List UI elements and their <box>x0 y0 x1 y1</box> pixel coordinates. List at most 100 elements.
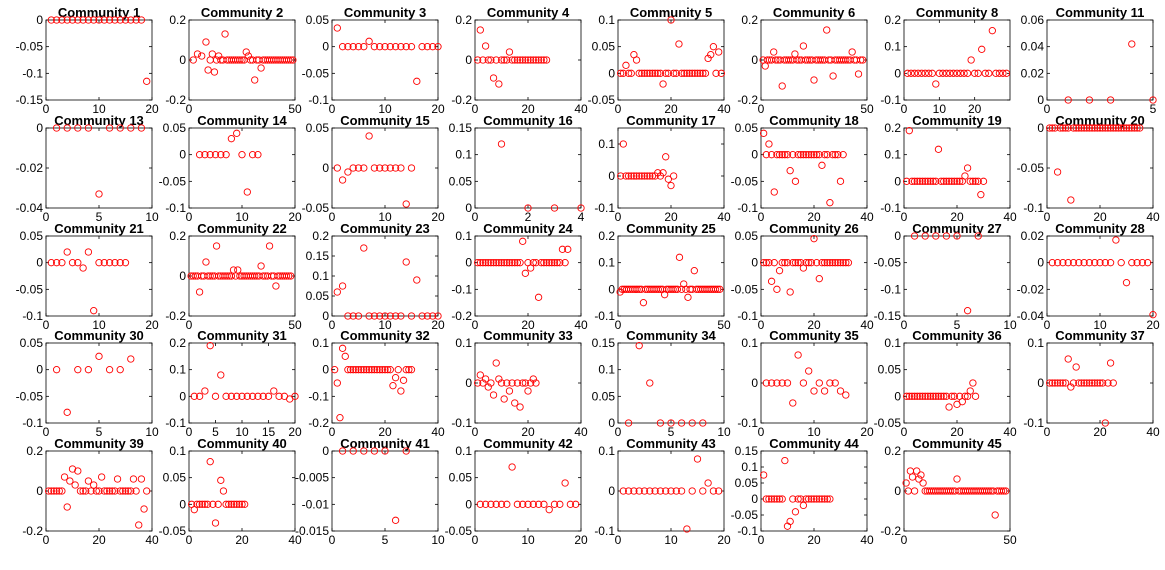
data-point <box>767 277 776 285</box>
data-point <box>831 259 839 267</box>
data-point <box>1109 379 1117 387</box>
data-point <box>391 374 400 382</box>
data-point <box>632 172 641 180</box>
data-point <box>794 495 802 503</box>
data-point <box>74 467 82 475</box>
data-point <box>529 375 537 383</box>
data-point <box>206 342 214 350</box>
x-tick-label: 20 <box>431 102 445 116</box>
data-point <box>391 516 400 524</box>
data-point <box>1064 96 1072 104</box>
x-tick-label: 50 <box>1003 533 1017 547</box>
x-tick-label: 0 <box>901 425 908 439</box>
data-point <box>974 177 982 185</box>
y-tick-label: 0.1 <box>884 40 901 54</box>
y-tick-label: 0.04 <box>1021 40 1045 54</box>
data-point <box>903 69 912 77</box>
y-tick-label: -0.05 <box>16 40 44 54</box>
data-point <box>402 447 410 455</box>
plot-frame <box>45 235 153 317</box>
data-point <box>479 56 487 64</box>
data-point <box>1048 379 1056 387</box>
data-point <box>550 500 559 508</box>
data-point <box>550 259 559 267</box>
data-point <box>111 259 119 267</box>
y-tick-label: 0 <box>608 416 615 430</box>
y-tick-label: -0.1 <box>22 416 43 430</box>
data-point <box>487 500 495 508</box>
data-point <box>52 366 61 374</box>
data-point <box>1099 379 1107 387</box>
subplot: Community 80 10 200.20.10-0.1 <box>880 5 1011 116</box>
x-tick-label: 20 <box>807 318 821 332</box>
x-tick-label: 40 <box>574 318 588 332</box>
data-point <box>82 487 90 495</box>
x-tick-label: 40 <box>1146 425 1160 439</box>
y-tick-label: -0.1 <box>1023 201 1044 215</box>
data-point <box>423 312 432 320</box>
data-point <box>47 259 55 267</box>
subplot: Community 310 5 10 15 200.20.10-0.1 <box>165 328 302 439</box>
data-point <box>124 487 132 495</box>
data-point <box>201 387 209 395</box>
data-point <box>767 495 776 503</box>
y-tick-label: -0.04 <box>1017 309 1045 323</box>
data-point <box>662 69 670 77</box>
y-tick-label: 0.05 <box>735 229 759 243</box>
data-point <box>1075 259 1083 267</box>
y-tick-label: -0.1 <box>451 416 472 430</box>
y-tick-label: -0.15 <box>874 309 902 323</box>
data-point <box>836 387 845 395</box>
data-point <box>223 272 231 280</box>
data-point <box>386 312 394 320</box>
data-point <box>238 500 246 508</box>
data-point <box>799 151 808 159</box>
data-point <box>248 151 257 159</box>
data-point <box>193 500 201 508</box>
data-point <box>264 392 273 400</box>
x-tick-label: 15 <box>262 425 276 439</box>
data-point <box>495 80 503 88</box>
data-point <box>1120 124 1128 132</box>
data-point <box>195 392 204 400</box>
subplot: Community 32 0 20 40 0.1 0 -0.1 -0.2 <box>308 328 445 439</box>
data-point <box>1091 259 1099 267</box>
y-tick-label: 0 <box>608 169 615 183</box>
y-tick-label: -0.2 <box>880 524 901 538</box>
data-point <box>672 69 680 77</box>
data-point <box>675 253 684 261</box>
data-point <box>760 129 768 137</box>
y-tick-label: 0.05 <box>592 389 616 403</box>
data-point <box>50 487 58 495</box>
data-point <box>654 285 662 293</box>
data-point <box>127 355 135 363</box>
data-point <box>352 366 360 374</box>
data-point <box>137 124 146 132</box>
subplot: Community 350 10 200.10-0.1 <box>737 328 874 439</box>
subplot: Community 330 20 400.10-0.1 <box>451 328 588 439</box>
data-point <box>921 69 929 77</box>
data-point <box>79 16 87 24</box>
subplot: Community 60 500.20-0.2 <box>737 5 874 116</box>
x-tick-label: 20 <box>378 425 392 439</box>
data-point <box>1128 259 1136 267</box>
y-tick-label: 0 <box>608 66 615 80</box>
x-tick-label: 5 <box>382 533 389 547</box>
data-point <box>921 177 929 185</box>
data-point <box>484 56 492 64</box>
x-tick-label: 10 <box>1003 318 1017 332</box>
data-point <box>1093 379 1102 387</box>
data-point <box>540 259 548 267</box>
data-point <box>407 43 416 51</box>
x-tick-label: 20 <box>950 210 964 224</box>
data-point <box>915 475 923 483</box>
data-point <box>783 522 792 530</box>
data-point <box>667 487 675 495</box>
data-point <box>656 419 665 427</box>
data-point <box>238 151 246 159</box>
plot-frame <box>903 235 1011 317</box>
data-point <box>479 259 487 267</box>
x-tick-label: 0 <box>1044 425 1051 439</box>
plot-frame <box>1046 235 1154 317</box>
subplot-title: Community 36 <box>912 328 1002 343</box>
